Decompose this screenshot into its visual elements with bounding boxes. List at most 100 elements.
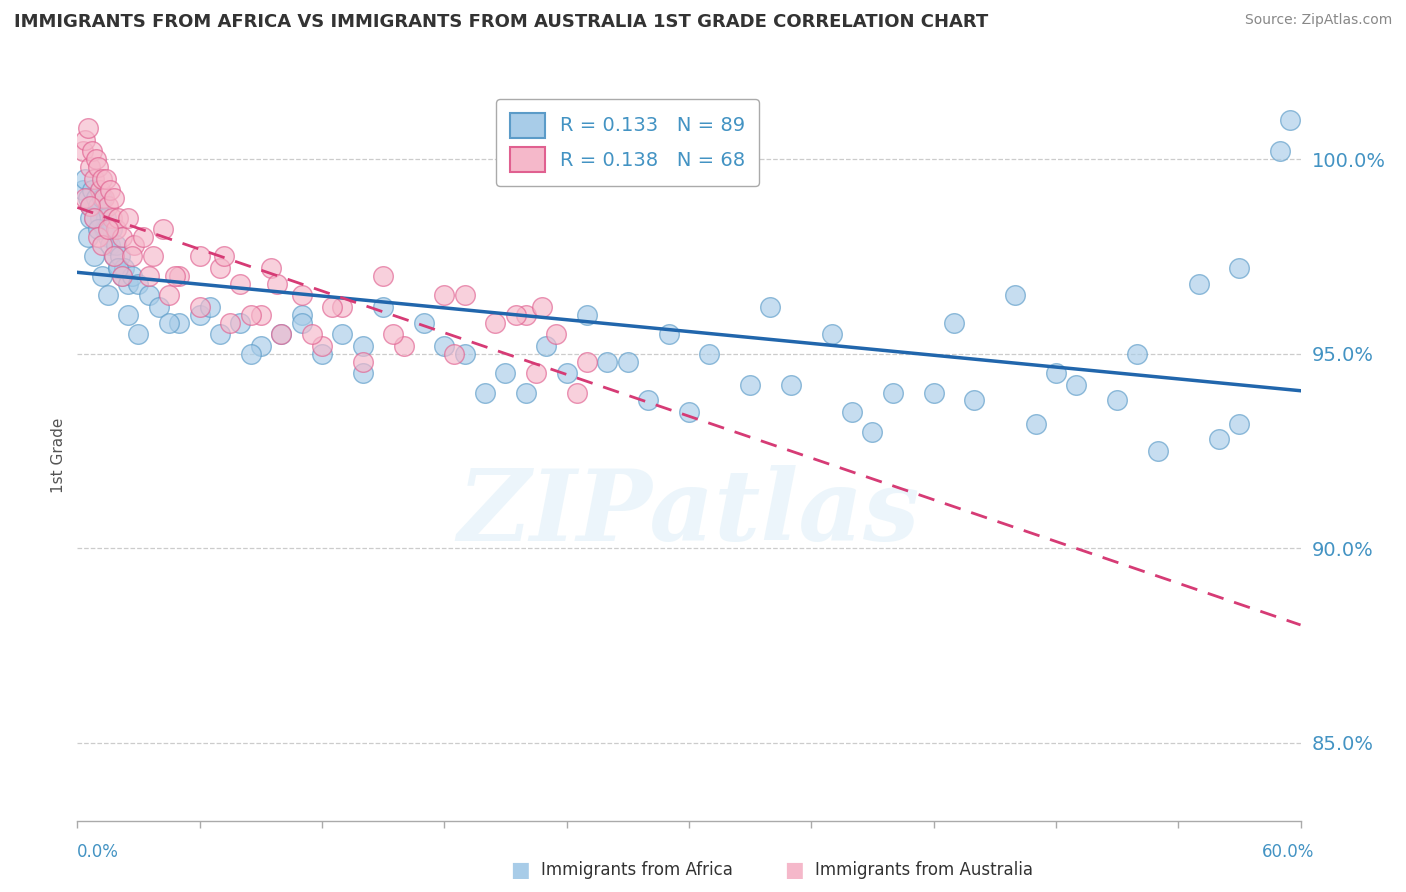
Point [515,385,537,400]
Text: Immigrants from Africa: Immigrants from Africa [541,861,733,879]
Point [138,268,160,283]
Point [505,308,527,322]
Point [576,354,599,368]
Point [291,308,314,322]
Point [576,308,599,322]
Point [97,222,120,236]
Point [87,160,110,174]
Point [84,191,107,205]
Point [97,230,120,244]
Point [87,230,110,244]
Point [943,316,966,330]
Point [862,425,884,439]
Point [332,300,354,314]
Point [121,268,143,283]
Text: Immigrants from Australia: Immigrants from Australia [815,861,1033,879]
Point [382,327,405,342]
Point [352,354,374,368]
Legend: R = 0.133   N = 89, R = 0.138   N = 68: R = 0.133 N = 89, R = 0.138 N = 68 [496,99,759,186]
Point [105,222,128,236]
Point [617,354,640,368]
Point [250,308,273,322]
Point [515,308,537,322]
Point [76,230,98,244]
Point [148,300,170,314]
Text: ■: ■ [510,860,530,880]
Point [188,308,211,322]
Point [107,211,129,225]
Point [531,300,554,314]
Point [94,211,117,225]
Point [1229,261,1251,276]
Point [111,268,134,283]
Point [270,327,292,342]
Point [1045,366,1067,380]
Point [90,171,112,186]
Point [266,277,288,291]
Text: Source: ZipAtlas.com: Source: ZipAtlas.com [1244,13,1392,28]
Point [699,347,721,361]
Point [1229,417,1251,431]
Point [117,277,139,291]
Point [841,405,863,419]
Point [454,347,477,361]
Point [79,199,101,213]
Point [142,250,165,264]
Point [87,199,110,213]
Point [922,385,945,400]
Point [555,366,578,380]
Text: 60.0%: 60.0% [1263,843,1315,861]
Point [103,191,125,205]
Point [80,183,103,197]
Point [209,327,232,342]
Point [93,222,115,236]
Point [270,327,292,342]
Point [1126,347,1149,361]
Point [212,250,235,264]
Point [84,153,107,167]
Point [291,316,314,330]
Point [75,191,97,205]
Text: IMMIGRANTS FROM AFRICA VS IMMIGRANTS FROM AUSTRALIA 1ST GRADE CORRELATION CHART: IMMIGRANTS FROM AFRICA VS IMMIGRANTS FRO… [14,13,988,31]
Point [128,327,150,342]
Point [1004,288,1026,302]
Point [79,211,101,225]
Point [97,288,120,302]
Point [1270,145,1292,159]
Point [101,211,124,225]
Point [311,339,333,353]
Point [1188,277,1211,291]
Point [882,385,904,400]
Point [454,288,477,302]
Point [112,261,135,276]
Point [484,316,506,330]
Point [443,347,465,361]
Point [260,261,283,276]
Point [332,327,354,342]
Point [759,300,782,314]
Point [413,316,436,330]
Point [108,250,131,264]
Point [229,277,252,291]
Point [90,237,112,252]
Point [1066,377,1088,392]
Point [250,339,273,353]
Point [103,250,125,264]
Point [107,261,129,276]
Point [371,300,394,314]
Point [83,171,105,186]
Point [98,183,121,197]
Point [524,366,547,380]
Point [658,327,681,342]
Point [76,121,98,136]
Point [93,191,115,205]
Point [111,268,134,283]
Point [678,405,700,419]
Point [131,230,153,244]
Point [83,211,105,225]
Point [352,366,374,380]
Point [1025,417,1047,431]
Point [87,222,110,236]
Point [474,385,496,400]
Point [963,393,986,408]
